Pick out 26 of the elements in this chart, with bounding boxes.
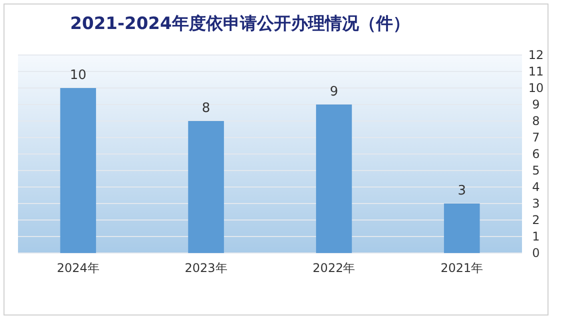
y-tick-label: 11	[528, 64, 544, 79]
data-label: 3	[458, 184, 466, 198]
bar	[188, 121, 224, 253]
bar	[444, 204, 480, 253]
y-tick-label: 0	[532, 246, 540, 260]
y-tick-label: 2	[532, 213, 540, 228]
x-tick-label: 2024年	[56, 261, 100, 275]
y-tick-label: 5	[532, 164, 540, 178]
data-label: 9	[330, 84, 338, 100]
bar	[316, 104, 352, 253]
y-tick-label: 10	[528, 81, 544, 96]
y-tick-label: 1	[532, 230, 540, 244]
y-tick-label: 7	[532, 130, 540, 145]
x-tick-label: 2023年	[184, 261, 228, 275]
chart-title: 2021-2024年度依申请公开办理情况（件）	[70, 14, 410, 34]
data-label: 8	[202, 101, 210, 116]
y-tick-label: 3	[532, 196, 540, 211]
x-tick-label: 2022年	[312, 261, 356, 275]
y-tick-label: 12	[528, 48, 544, 62]
y-tick-label: 4	[532, 180, 540, 194]
data-label: 10	[70, 68, 86, 83]
y-tick-label: 9	[532, 98, 540, 112]
x-tick-label: 2021年	[440, 261, 484, 275]
bar	[60, 88, 96, 253]
y-tick-label: 6	[532, 147, 540, 162]
y-tick-label: 8	[532, 114, 540, 128]
